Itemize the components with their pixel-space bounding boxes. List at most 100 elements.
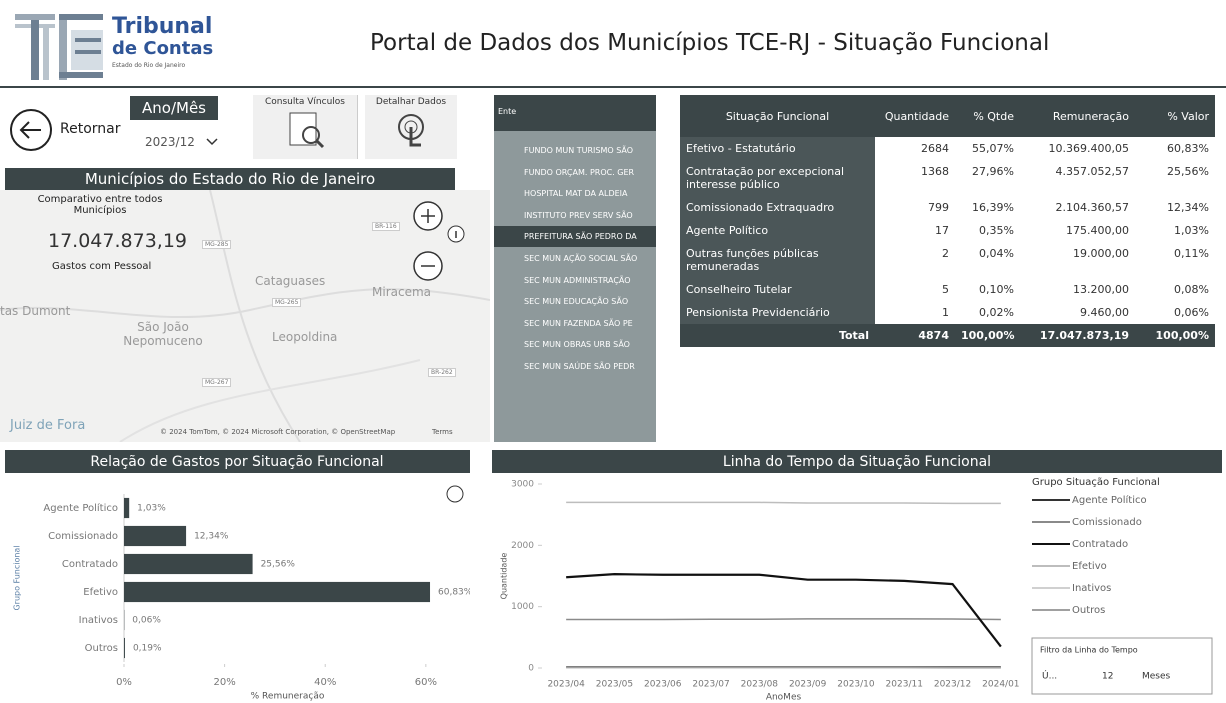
- column-header[interactable]: Remuneração: [1020, 95, 1135, 137]
- map-roads: [0, 190, 490, 442]
- road-shield: BR-116: [372, 222, 400, 231]
- table-cell: 13.200,00: [1020, 278, 1135, 301]
- road-shield: BR-262: [428, 368, 456, 377]
- table-cell: 60,83%: [1135, 137, 1215, 160]
- table-cell: 27,96%: [955, 160, 1020, 196]
- filter-unit[interactable]: Meses: [1142, 672, 1171, 682]
- table-cell: 0,04%: [955, 242, 1020, 278]
- entity-item[interactable]: SEC MUN EDUCAÇÃO SÃO: [494, 291, 656, 312]
- x-tick-label: 2023/10: [837, 680, 875, 690]
- bar: [124, 526, 186, 546]
- table-cell: 799: [875, 196, 955, 219]
- column-header[interactable]: % Qtde: [955, 95, 1020, 137]
- table-cell: 55,07%: [955, 137, 1020, 160]
- entity-item[interactable]: FUNDO MUN TURISMO SÃO: [494, 140, 656, 161]
- info-icon[interactable]: [447, 486, 463, 502]
- row-label: Outras funções públicas remuneradas: [680, 242, 875, 278]
- map-total-label: Gastos com Pessoal: [52, 261, 151, 272]
- map-place: tas Dumont: [0, 304, 70, 318]
- table-cell: 12,34%: [1135, 196, 1215, 219]
- legend-label: Agente Político: [1072, 494, 1147, 506]
- legend-label: Outros: [1072, 605, 1105, 616]
- header-rule: [0, 86, 1226, 88]
- table-cell: 2684: [875, 137, 955, 160]
- filter-mode[interactable]: Ú...: [1042, 670, 1057, 682]
- back-icon[interactable]: [8, 107, 54, 153]
- column-header[interactable]: Situação Funcional: [680, 95, 875, 137]
- back-button[interactable]: Retornar: [60, 121, 120, 137]
- entity-item[interactable]: FUNDO ORÇAM. PROC. GER: [494, 162, 656, 183]
- series-line: [566, 502, 1001, 503]
- row-label: Conselheiro Tutelar: [680, 278, 875, 301]
- map-attribution: © 2024 TomTom, © 2024 Microsoft Corporat…: [160, 428, 395, 436]
- series-line: [566, 619, 1001, 620]
- row-label: Comissionado Extraquadro: [680, 196, 875, 219]
- entity-item[interactable]: SEC MUN SAÚDE SÃO PEDR: [494, 356, 656, 377]
- detail-button[interactable]: Detalhar Dados: [365, 95, 457, 159]
- y-tick-label: Inativos: [79, 615, 118, 626]
- detail-icon: [365, 107, 457, 151]
- logo-graphic: [15, 10, 105, 82]
- entity-item[interactable]: SEC MUN AÇÃO SOCIAL SÃO: [494, 248, 656, 269]
- table-cell: 0,02%: [955, 301, 1020, 324]
- column-header[interactable]: Quantidade: [875, 95, 955, 137]
- filter-title: Filtro da Linha do Tempo: [1040, 646, 1138, 655]
- table-cell: 5: [875, 278, 955, 301]
- entity-item[interactable]: SEC MUN FAZENDA SÃO PE: [494, 313, 656, 334]
- table-cell: 1: [875, 301, 955, 324]
- y-tick-label: 1000: [511, 602, 534, 612]
- dropdown-chevron[interactable]: [205, 136, 219, 148]
- table-cell: 0,11%: [1135, 242, 1215, 278]
- total-cell: 100,00%: [1135, 324, 1215, 347]
- bar: [124, 582, 430, 602]
- table-cell: 0,10%: [955, 278, 1020, 301]
- data-label: 12,34%: [194, 532, 229, 542]
- consult-button[interactable]: Consulta Vínculos: [253, 95, 358, 159]
- entity-item[interactable]: SEC MUN OBRAS URB SÃO: [494, 334, 656, 355]
- map[interactable]: Comparativo entre todos Municípios 17.04…: [0, 190, 490, 442]
- data-label: 1,03%: [137, 504, 166, 514]
- table-row: Contratação por excepcional interesse pú…: [680, 160, 1215, 196]
- consult-icon: [253, 107, 357, 151]
- x-axis-label: % Remuneração: [251, 692, 325, 702]
- x-tick-label: 2023/08: [741, 680, 779, 690]
- period-select[interactable]: 2023/12: [145, 135, 195, 149]
- entity-item[interactable]: SEC MUN ADMINISTRAÇÃO: [494, 270, 656, 291]
- entity-item[interactable]: PREFEITURA SÃO PEDRO DA: [494, 226, 656, 247]
- map-place: Leopoldina: [272, 330, 337, 344]
- entity-header: Ente: [494, 95, 656, 131]
- filter-count[interactable]: 12: [1102, 672, 1113, 682]
- column-header[interactable]: % Valor: [1135, 95, 1215, 137]
- detail-label: Detalhar Dados: [365, 97, 457, 107]
- data-label: 0,06%: [132, 616, 161, 626]
- map-title: Municípios do Estado do Rio de Janeiro: [5, 168, 455, 190]
- bar: [124, 638, 125, 658]
- road-shield: MG-267: [202, 378, 231, 387]
- x-tick-label: 2023/11: [886, 680, 923, 690]
- entity-item[interactable]: HOSPITAL MAT DA ALDEIA: [494, 183, 656, 204]
- table-cell: 2: [875, 242, 955, 278]
- data-label: 0,19%: [133, 644, 162, 654]
- table-cell: 0,35%: [955, 219, 1020, 242]
- logo-line3: Estado do Rio de Janeiro: [112, 62, 185, 69]
- entity-item[interactable]: INSTITUTO PREV SERV SÃO: [494, 205, 656, 226]
- table-cell: 0,06%: [1135, 301, 1215, 324]
- y-tick-label: 2000: [511, 541, 534, 551]
- y-tick-label: Contratado: [62, 559, 118, 570]
- x-tick-label: 2024/01: [982, 680, 1019, 690]
- x-tick-label: 40%: [314, 677, 336, 688]
- total-cell: 4874: [875, 324, 955, 347]
- data-label: 60,83%: [438, 588, 470, 598]
- map-place: Juiz de Fora: [10, 418, 85, 433]
- table-cell: 1,03%: [1135, 219, 1215, 242]
- map-terms[interactable]: Terms: [432, 428, 453, 436]
- row-label: Agente Político: [680, 219, 875, 242]
- table-cell: 175.400,00: [1020, 219, 1135, 242]
- table-cell: 0,08%: [1135, 278, 1215, 301]
